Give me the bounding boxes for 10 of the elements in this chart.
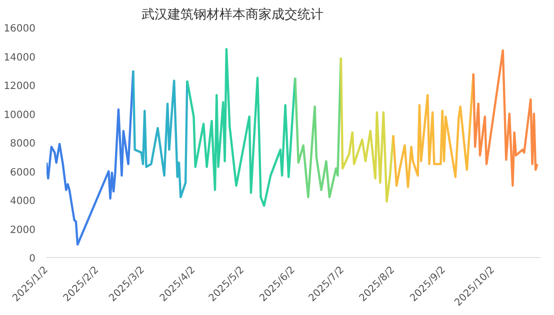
y-tick-label: 14000 xyxy=(4,52,36,64)
y-tick-label: 0 xyxy=(29,254,36,264)
chart-title: 武汉建筑钢材样本商家成交统计 xyxy=(142,6,324,22)
y-tick-label: 2000 xyxy=(10,224,36,236)
y-tick-label: 16000 xyxy=(4,24,36,34)
y-tick-label: 8000 xyxy=(10,138,36,150)
y-tick-label: 12000 xyxy=(4,81,36,92)
y-tick-label: 4000 xyxy=(10,196,36,207)
y-tick-label: 6000 xyxy=(10,167,36,178)
y-tick-label: 10000 xyxy=(4,110,36,121)
